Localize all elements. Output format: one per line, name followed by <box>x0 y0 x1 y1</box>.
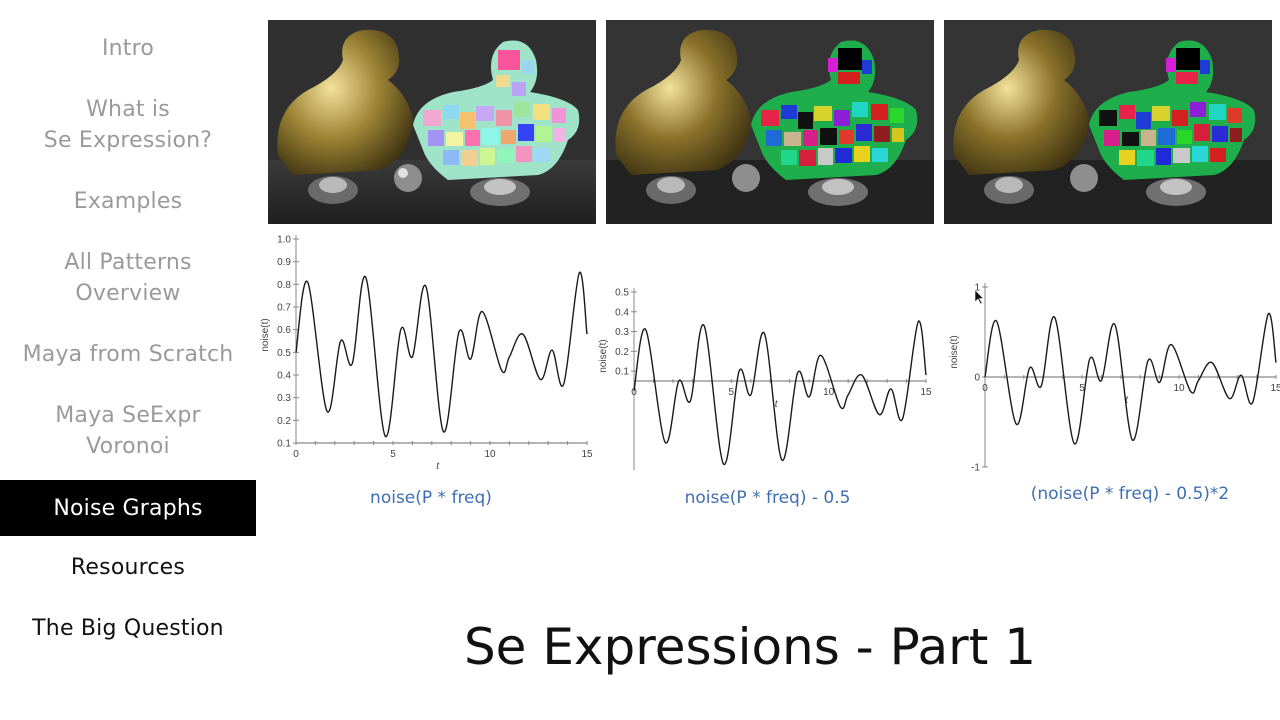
nav-item-examples[interactable]: Examples <box>0 186 256 217</box>
caption-noise-scaled: (noise(P * freq) - 0.5)*2 <box>1030 484 1230 504</box>
nav-item-maya-from-scratch[interactable]: Maya from Scratch <box>0 339 256 370</box>
x-tick-label: 10 <box>823 387 835 398</box>
nav-label-line1: Maya SeExpr <box>55 403 201 428</box>
render-image <box>606 20 934 224</box>
y-tick-label: 0.6 <box>277 325 291 336</box>
x-tick-label: 5 <box>729 387 735 398</box>
y-tick-label: 0.5 <box>615 288 629 299</box>
nav-label-line2: Se Expression? <box>43 128 213 153</box>
y-tick-label: 0.4 <box>615 307 629 318</box>
y-axis-label: noise(t) <box>260 318 271 351</box>
caption-noise-offset: noise(P * freq) - 0.5 <box>684 488 851 508</box>
nav-label: Resources <box>70 555 186 580</box>
nav-item-all-patterns-overview[interactable]: All Patterns Overview <box>0 247 256 309</box>
sidebar-nav: Intro What is Se Expression? Examples Al… <box>0 0 256 720</box>
nav-label: Intro <box>101 36 155 61</box>
y-tick-label: 0.2 <box>615 347 629 358</box>
nav-item-maya-seexpr-voronoi[interactable]: Maya SeExpr Voronoi <box>0 400 256 462</box>
x-axis-label: t <box>436 461 440 472</box>
x-tick-label: 0 <box>293 449 299 460</box>
x-axis-label: t <box>1125 395 1129 406</box>
render-pastel-voronoi <box>268 20 596 224</box>
nav-label: Maya from Scratch <box>22 342 234 367</box>
y-axis-label: noise(t) <box>949 335 960 368</box>
x-tick-label: 5 <box>1079 383 1085 394</box>
x-tick-label: 10 <box>1173 383 1185 394</box>
noise-chart-raw: 0.1 0.2 0.3 0.4 0.5 0.6 0.7 0.8 0.9 1.0 0 5 10 15 t noi… <box>260 235 593 473</box>
y-tick-label: 0.3 <box>615 327 629 338</box>
nav-item-the-big-question[interactable]: The Big Question <box>0 613 256 644</box>
render-image <box>944 20 1272 224</box>
x-tick-label: 0 <box>982 383 988 394</box>
nav-item-noise-graphs[interactable]: Noise Graphs <box>0 480 256 536</box>
nav-label: Examples <box>73 189 183 214</box>
y-tick-label: 0.8 <box>277 280 291 291</box>
x-tick-label: 15 <box>581 449 593 460</box>
render-saturated-voronoi-1 <box>606 20 934 224</box>
y-tick-label: 0.5 <box>277 348 291 359</box>
y-tick-label: 0.3 <box>277 393 291 404</box>
mouse-cursor-icon <box>975 290 985 305</box>
x-tick-label: 5 <box>390 449 396 460</box>
render-saturated-voronoi-2 <box>944 20 1272 224</box>
y-axis-label: noise(t) <box>598 339 609 372</box>
nav-item-intro[interactable]: Intro <box>0 33 256 64</box>
nav-label: The Big Question <box>32 616 224 641</box>
nav-label-line1: What is <box>86 97 170 122</box>
y-tick-label: 0 <box>974 373 980 384</box>
x-tick-label: 10 <box>484 449 496 460</box>
y-tick-label: 0.2 <box>277 416 291 427</box>
caption-noise-raw: noise(P * freq) <box>370 488 492 508</box>
y-tick-label: 0.7 <box>277 303 291 314</box>
noise-curve <box>633 320 927 465</box>
x-tick-label: 15 <box>920 387 932 398</box>
nav-item-what-is-se-expression[interactable]: What is Se Expression? <box>0 94 256 156</box>
nav-item-resources[interactable]: Resources <box>0 552 256 583</box>
x-tick-label: 0 <box>631 387 637 398</box>
nav-label-line2: Voronoi <box>86 434 170 459</box>
y-tick-label: 1 <box>974 283 980 294</box>
y-tick-label: 0.1 <box>615 367 629 378</box>
noise-curve <box>984 313 1277 445</box>
y-tick-label: -1 <box>971 463 980 474</box>
x-axis-label: t <box>775 399 779 410</box>
noise-curve <box>295 271 588 437</box>
nav-label: Noise Graphs <box>53 495 203 521</box>
x-tick-label: 15 <box>1270 383 1280 394</box>
y-tick-label: 0.1 <box>277 439 291 450</box>
y-tick-label: 0.4 <box>277 371 291 382</box>
y-tick-label: 1.0 <box>277 235 291 246</box>
noise-chart-offset: 0.1 0.2 0.3 0.4 0.5 0 5 10 15 t noise(t) <box>598 288 932 470</box>
render-image <box>268 20 596 224</box>
y-tick-label: 0.9 <box>277 257 291 268</box>
nav-label-line2: Overview <box>75 281 181 306</box>
nav-label-line1: All Patterns <box>64 250 192 275</box>
page-title: Se Expressions - Part 1 <box>463 618 1037 676</box>
